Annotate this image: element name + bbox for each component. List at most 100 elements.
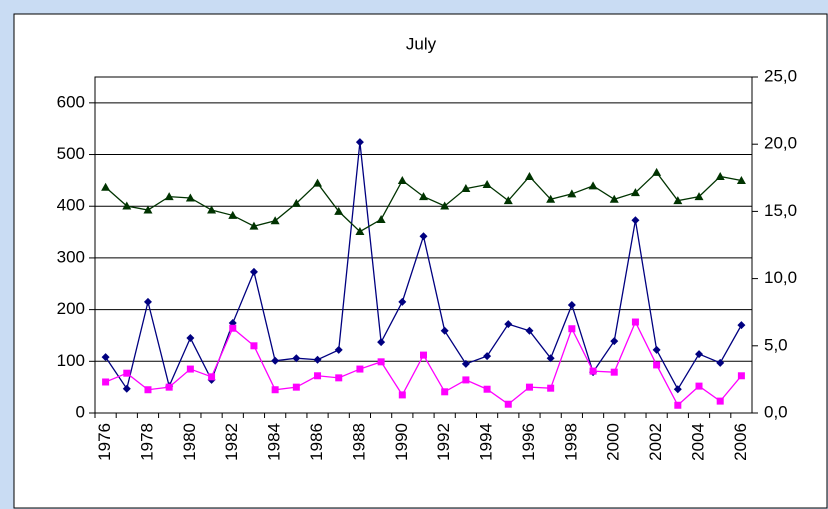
point — [123, 369, 131, 377]
point — [737, 321, 746, 330]
point — [164, 192, 174, 201]
point — [568, 325, 576, 333]
point — [101, 353, 110, 362]
y2-tick-label: 15,0 — [764, 201, 797, 220]
x-tick-label: 1988 — [349, 423, 368, 461]
y2-tick-label: 5,0 — [764, 335, 788, 354]
point — [249, 221, 259, 230]
point — [228, 210, 238, 219]
point — [589, 367, 597, 375]
y-tick-label: 200 — [57, 299, 85, 318]
x-tick-label: 1982 — [222, 423, 241, 461]
point — [503, 196, 513, 205]
point — [610, 368, 618, 376]
point — [547, 384, 555, 392]
point — [736, 175, 746, 184]
point — [525, 326, 534, 335]
x-tick-label: 1978 — [137, 423, 156, 461]
point — [674, 401, 682, 409]
x-tick-label: 1992 — [434, 423, 453, 461]
x-tick-label: 1996 — [519, 423, 538, 461]
y2-tick-label: 25,0 — [764, 66, 797, 85]
point — [525, 383, 533, 391]
point — [270, 216, 280, 225]
point — [207, 205, 217, 214]
point — [546, 354, 555, 363]
point — [588, 181, 598, 190]
point — [567, 189, 577, 198]
point — [716, 397, 724, 405]
x-tick-label: 1984 — [265, 423, 284, 461]
point — [122, 201, 132, 210]
point — [715, 171, 725, 180]
point — [101, 182, 111, 191]
point — [144, 386, 152, 394]
point — [334, 345, 343, 354]
point — [440, 201, 450, 210]
point — [313, 178, 323, 187]
point — [313, 355, 322, 364]
point — [695, 350, 704, 359]
point — [376, 214, 386, 223]
point — [567, 300, 576, 309]
x-tick-label: 1990 — [392, 423, 411, 461]
point — [504, 320, 513, 329]
point — [609, 194, 619, 203]
x-tick-label: 1998 — [561, 423, 580, 461]
point — [461, 184, 471, 193]
point — [482, 180, 492, 189]
point — [102, 378, 110, 386]
y-tick-label: 300 — [57, 247, 85, 266]
point — [737, 372, 745, 380]
point — [377, 358, 385, 366]
point — [631, 318, 639, 326]
point — [673, 385, 682, 394]
point — [356, 365, 364, 373]
point — [695, 382, 703, 390]
point — [314, 372, 322, 380]
point — [483, 352, 492, 361]
point — [652, 167, 662, 176]
point — [271, 356, 280, 365]
point — [186, 334, 195, 343]
point — [546, 194, 556, 203]
point — [462, 376, 470, 384]
point — [524, 171, 534, 180]
point — [652, 345, 661, 354]
x-tick-label: 2000 — [604, 423, 623, 461]
y2-tick-label: 0,0 — [764, 402, 788, 421]
point — [249, 267, 258, 276]
x-tick-label: 1986 — [307, 423, 326, 461]
chart-title: July — [406, 34, 437, 53]
y-tick-label: 500 — [57, 144, 85, 163]
point — [631, 216, 640, 225]
point — [397, 175, 407, 184]
x-tick-label: 2002 — [646, 423, 665, 461]
point — [250, 342, 258, 350]
x-tick-label: 1980 — [180, 423, 199, 461]
point — [143, 205, 153, 214]
point — [186, 365, 194, 373]
y-tick-label: 100 — [57, 351, 85, 370]
point — [440, 326, 449, 335]
point — [483, 385, 491, 393]
point — [461, 359, 470, 368]
point — [420, 351, 427, 359]
chart-area — [13, 13, 828, 509]
point — [630, 188, 640, 197]
y2-tick-label: 10,0 — [764, 268, 797, 287]
point — [335, 374, 343, 382]
y-tick-label: 400 — [57, 196, 85, 215]
plot-frame — [94, 76, 753, 414]
x-tick-label: 2006 — [731, 423, 750, 461]
point — [398, 391, 406, 399]
point — [355, 138, 364, 147]
point — [441, 388, 449, 396]
point — [419, 192, 428, 201]
point — [122, 384, 131, 393]
point — [291, 198, 301, 207]
y-tick-label: 600 — [57, 92, 85, 111]
y2-tick-label: 20,0 — [764, 134, 797, 153]
point — [208, 373, 216, 381]
point — [292, 383, 300, 391]
